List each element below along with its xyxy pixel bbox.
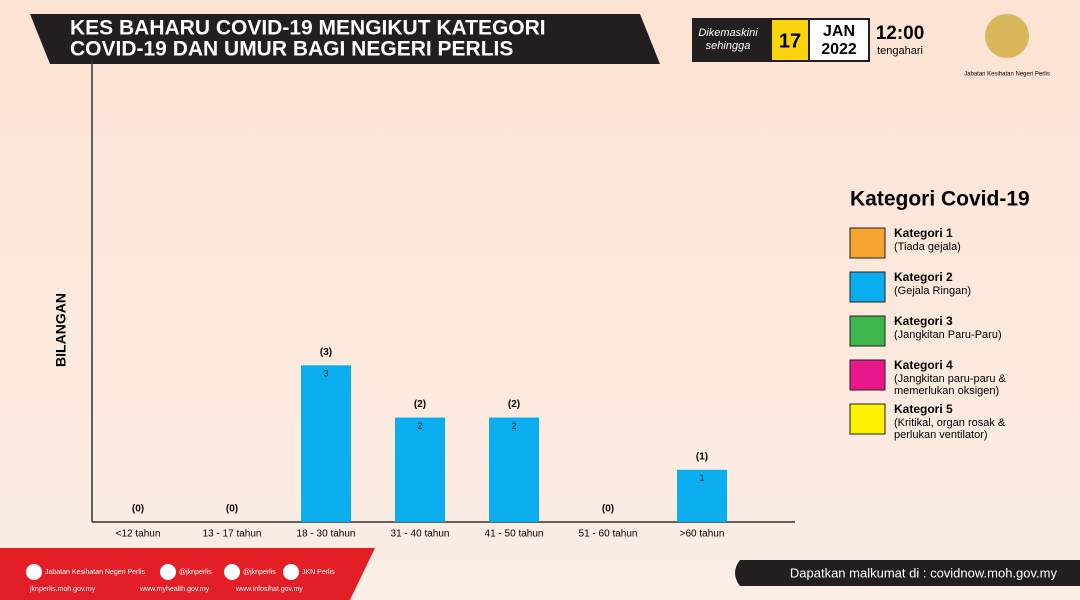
social-handle: Jabatan Kesihatan Negeri Perlis bbox=[45, 569, 146, 576]
x-tick-label: 31 - 40 tahun bbox=[391, 529, 450, 540]
day-box bbox=[772, 20, 808, 60]
social-icon bbox=[224, 564, 240, 580]
total-label: (0) bbox=[602, 504, 614, 515]
legend-label: Kategori 4 bbox=[894, 358, 953, 372]
legend-description: (Jangkitan Paru-Paru) bbox=[894, 329, 1002, 341]
legend-description: memerlukan oksigen) bbox=[894, 385, 999, 397]
year: 2022 bbox=[821, 41, 857, 58]
legend-swatch bbox=[849, 359, 886, 391]
footer-banner bbox=[0, 548, 375, 600]
legend-swatch bbox=[849, 315, 886, 347]
x-tick-label: 18 - 30 tahun bbox=[297, 529, 356, 540]
social-icon bbox=[26, 564, 42, 580]
title: KES BAHARU COVID-19 MENGIKUT KATEGORI bbox=[70, 17, 546, 40]
total-label: (1) bbox=[696, 451, 708, 462]
legend-description: perlukan ventilator) bbox=[894, 429, 988, 441]
x-tick-label: >60 tahun bbox=[680, 529, 725, 540]
total-label: (2) bbox=[508, 399, 520, 410]
total-label: (3) bbox=[320, 347, 332, 358]
month-box bbox=[810, 20, 868, 60]
x-tick-label: 51 - 60 tahun bbox=[579, 529, 638, 540]
time: 12:00 bbox=[876, 23, 925, 44]
legend-swatch bbox=[849, 227, 886, 259]
social-icon bbox=[283, 564, 299, 580]
legend-title: Kategori Covid-19 bbox=[850, 188, 1030, 211]
site: jknperlis.moh.gov.my bbox=[29, 586, 96, 593]
y-axis-label: BILANGAN bbox=[53, 293, 69, 367]
crest bbox=[985, 14, 1029, 58]
title-banner bbox=[30, 14, 660, 64]
legend-description: (Gejala Ringan) bbox=[894, 285, 971, 297]
social-handle: @jknperlis bbox=[243, 569, 276, 576]
updated-label: Dikemaskini bbox=[698, 27, 758, 39]
x-tick-label: 41 - 50 tahun bbox=[485, 529, 544, 540]
legend-label: Kategori 1 bbox=[894, 226, 953, 240]
month: JAN bbox=[823, 23, 855, 40]
legend-label: Kategori 3 bbox=[894, 314, 953, 328]
bar bbox=[677, 469, 727, 522]
info: Dapatkan malkumat di : covidnow.moh.gov.… bbox=[790, 565, 1058, 580]
legend-swatch bbox=[849, 403, 886, 435]
bar bbox=[395, 417, 445, 522]
bar-value: 1 bbox=[699, 473, 704, 483]
agency: Jabatan Kesihatan Negeri Perlis bbox=[964, 72, 1050, 78]
social-icon bbox=[160, 564, 176, 580]
social-handle: JKN Perlis bbox=[302, 569, 335, 576]
site: www.infosihat.gov.my bbox=[235, 586, 303, 593]
x-tick-label: <12 tahun bbox=[116, 529, 161, 540]
legend-description: (Tiada gejala) bbox=[894, 241, 961, 253]
legend-label: Kategori 5 bbox=[894, 402, 953, 416]
info-banner bbox=[735, 560, 1080, 586]
title: COVID-19 DAN UMUR BAGI NEGERI PERLIS bbox=[70, 38, 513, 61]
legend-description: (Kritikal, organ rosak & bbox=[894, 417, 1006, 429]
day: 17 bbox=[779, 30, 801, 52]
total-label: (0) bbox=[226, 504, 238, 515]
time-note: tengahari bbox=[877, 45, 923, 57]
site: www.myhealth.gov.my bbox=[139, 586, 210, 593]
social-handle: @jknperlis bbox=[179, 569, 212, 576]
bar bbox=[489, 417, 539, 522]
updated-label: sehingga bbox=[706, 40, 751, 52]
legend-swatch bbox=[849, 271, 886, 303]
bar-value: 2 bbox=[511, 421, 516, 431]
bar-value: 3 bbox=[323, 369, 328, 379]
total-label: (2) bbox=[414, 399, 426, 410]
bar-value: 2 bbox=[417, 421, 422, 431]
legend-label: Kategori 2 bbox=[894, 270, 953, 284]
bar bbox=[301, 365, 351, 522]
x-tick-label: 13 - 17 tahun bbox=[203, 529, 262, 540]
legend-description: (Jangkitan paru-paru & bbox=[894, 373, 1007, 385]
total-label: (0) bbox=[132, 504, 144, 515]
